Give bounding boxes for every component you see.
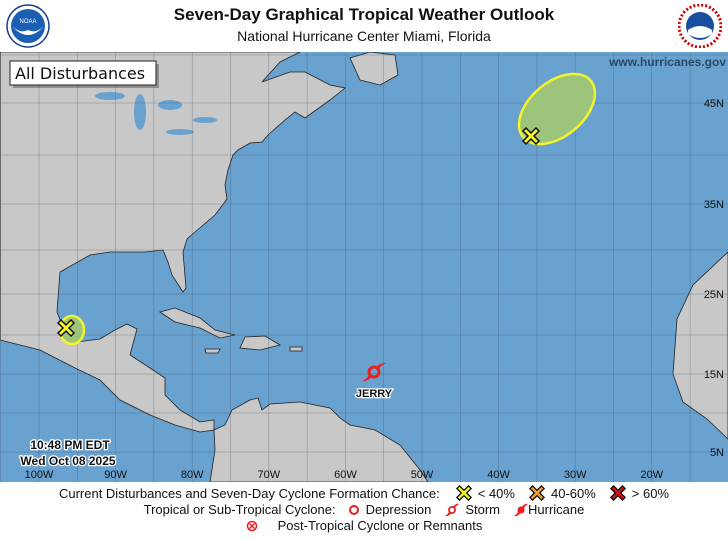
legend-depression: Depression (365, 502, 432, 517)
orange-x-icon (528, 485, 545, 501)
longitude-label: 20W (640, 469, 663, 481)
storm-name-label: JERRY (356, 388, 393, 400)
latitude-label: 35N (704, 199, 724, 211)
longitude-label: 40W (487, 469, 510, 481)
latitude-label: 5N (710, 447, 724, 459)
timestamp-time: 10:48 PM EDT (30, 438, 110, 452)
graticule (0, 52, 728, 482)
page-subtitle: National Hurricane Center Miami, Florida (237, 28, 491, 44)
legend-post-tropical-row: Post-Tropical Cyclone or Remnants (0, 518, 728, 533)
longitude-label: 80W (181, 469, 204, 481)
svg-text:NOAA: NOAA (19, 19, 36, 25)
website-label: www.hurricanes.gov (608, 55, 726, 69)
disturbance-gulf (56, 314, 86, 346)
latitude-label: 45N (704, 98, 724, 110)
legend-cyclone-row: Tropical or Sub-Tropical Cyclone: Depres… (0, 502, 728, 517)
legend-high: > 60% (631, 485, 670, 501)
jamaica (204, 348, 221, 354)
longitude-label: 30W (564, 469, 587, 481)
page-title: Seven-Day Graphical Tropical Weather Out… (173, 5, 555, 24)
red-x-icon (609, 485, 626, 501)
hispaniola (239, 335, 282, 351)
storm-jerry[interactable]: JERRY (355, 362, 394, 401)
header: NOAA Seven-Day Graphical Tropical Weathe… (0, 0, 728, 52)
longitude-label: 70W (257, 469, 280, 481)
storm-icon (445, 503, 460, 516)
newfoundland (349, 52, 399, 86)
longitude-label: 90W (104, 469, 127, 481)
nws-logo (678, 4, 722, 48)
legend-formation-row: Current Disturbances and Seven-Day Cyclo… (0, 485, 728, 501)
legend-post-tropical: Post-Tropical Cyclone or Remnants (277, 518, 483, 533)
land (0, 52, 728, 482)
legend-storm: Storm (465, 502, 501, 517)
legend-formation-label: Current Disturbances and Seven-Day Cyclo… (58, 485, 440, 501)
depression-icon (348, 504, 359, 515)
longitude-label: 50W (411, 469, 434, 481)
puerto-rico (289, 346, 303, 352)
timestamp-date: Wed Oct 08 2025 (20, 454, 115, 468)
all-disturbances-box[interactable]: All Disturbances (9, 60, 159, 88)
latitude-label: 25N (704, 289, 724, 301)
latitude-label: 15N (704, 369, 724, 381)
hurricane-icon (514, 503, 529, 516)
yellow-x-icon (455, 485, 472, 501)
post-tropical-icon (246, 520, 257, 531)
tropical-storm-icon (362, 362, 386, 382)
latitude-labels: 45N 35N 25N 15N 5N (704, 98, 724, 459)
legend-low: < 40% (477, 485, 515, 501)
longitude-label: 60W (334, 469, 357, 481)
yellow-x-icon[interactable] (521, 126, 541, 146)
longitude-label: 100W (25, 469, 54, 481)
legend-hurricane: Hurricane (528, 502, 585, 517)
noaa-logo: NOAA (6, 4, 50, 48)
yellow-x-icon[interactable] (56, 318, 76, 338)
filter-label: All Disturbances (15, 64, 145, 83)
disturbance-north-atlantic (517, 72, 597, 146)
legend-medium: 40-60% (550, 485, 596, 501)
legend-cyclone-label: Tropical or Sub-Tropical Cyclone: (143, 502, 336, 517)
